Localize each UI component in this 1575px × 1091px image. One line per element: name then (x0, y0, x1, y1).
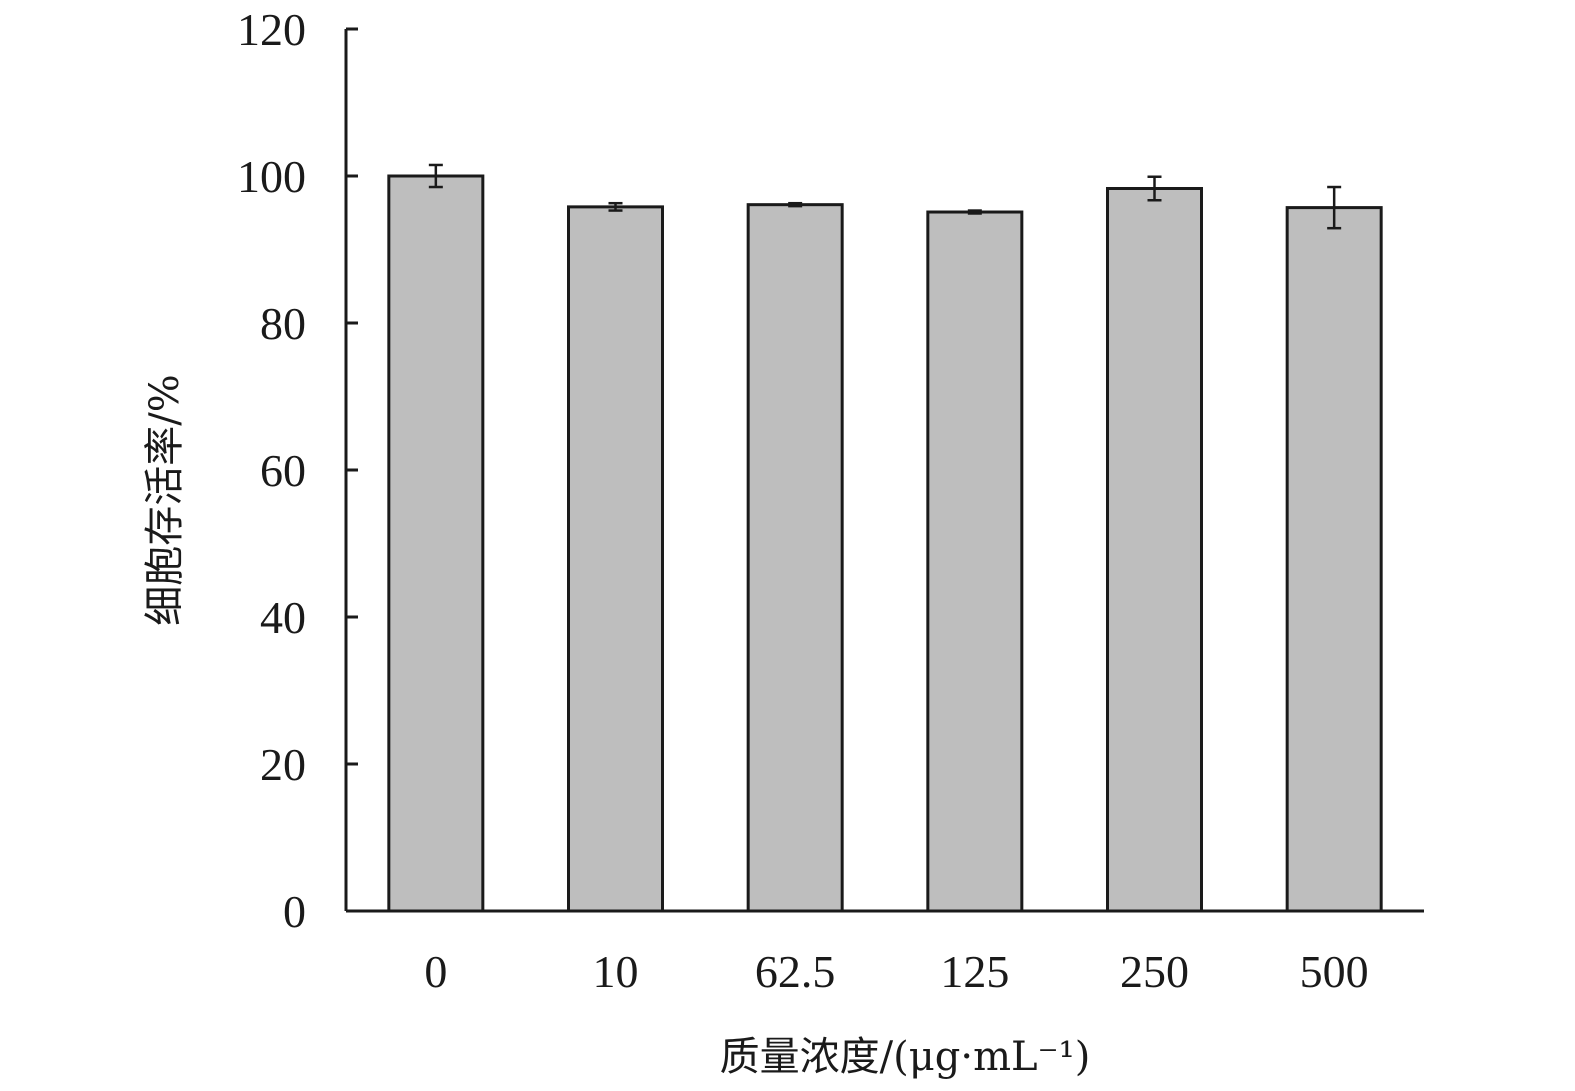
error-bars (428, 163, 1342, 230)
error-bar-500 (1327, 185, 1342, 230)
bars (387, 174, 1383, 913)
y-tick-label: 60 (260, 445, 306, 496)
y-tick-label: 20 (260, 739, 306, 790)
y-tick-label: 40 (260, 592, 306, 643)
x-tick-label: 500 (1300, 946, 1369, 997)
x-tick-label: 0 (424, 946, 447, 997)
error-bar-10 (608, 201, 623, 212)
x-axis-labels: 0 10 62.5 125 250 500 (424, 946, 1368, 997)
y-tick-label: 120 (237, 4, 306, 55)
y-tick-label: 100 (237, 151, 306, 202)
error-bar-125 (967, 209, 982, 215)
y-tick-label: 0 (283, 886, 306, 937)
x-tick-label: 10 (593, 946, 639, 997)
error-bar-62.5 (788, 201, 803, 208)
y-tick-label: 80 (260, 298, 306, 349)
error-bar-0 (428, 163, 443, 189)
bar-250 (1106, 186, 1203, 913)
x-tick-label: 62.5 (755, 946, 836, 997)
bar-0 (387, 174, 485, 913)
bar-62.5 (746, 203, 844, 913)
x-axis-title: 质量浓度/(μg·mL⁻¹) (720, 1034, 1091, 1080)
y-axis-ticks: 0 20 40 60 80 100 120 (237, 4, 358, 937)
x-tick-label: 125 (940, 946, 1009, 997)
error-bar-250 (1147, 175, 1162, 202)
y-axis-title: 细胞存活率/% (142, 374, 188, 625)
x-tick-label: 250 (1120, 946, 1189, 997)
bar-125 (926, 210, 1024, 913)
bar-500 (1285, 206, 1383, 913)
bar-10 (567, 205, 664, 913)
